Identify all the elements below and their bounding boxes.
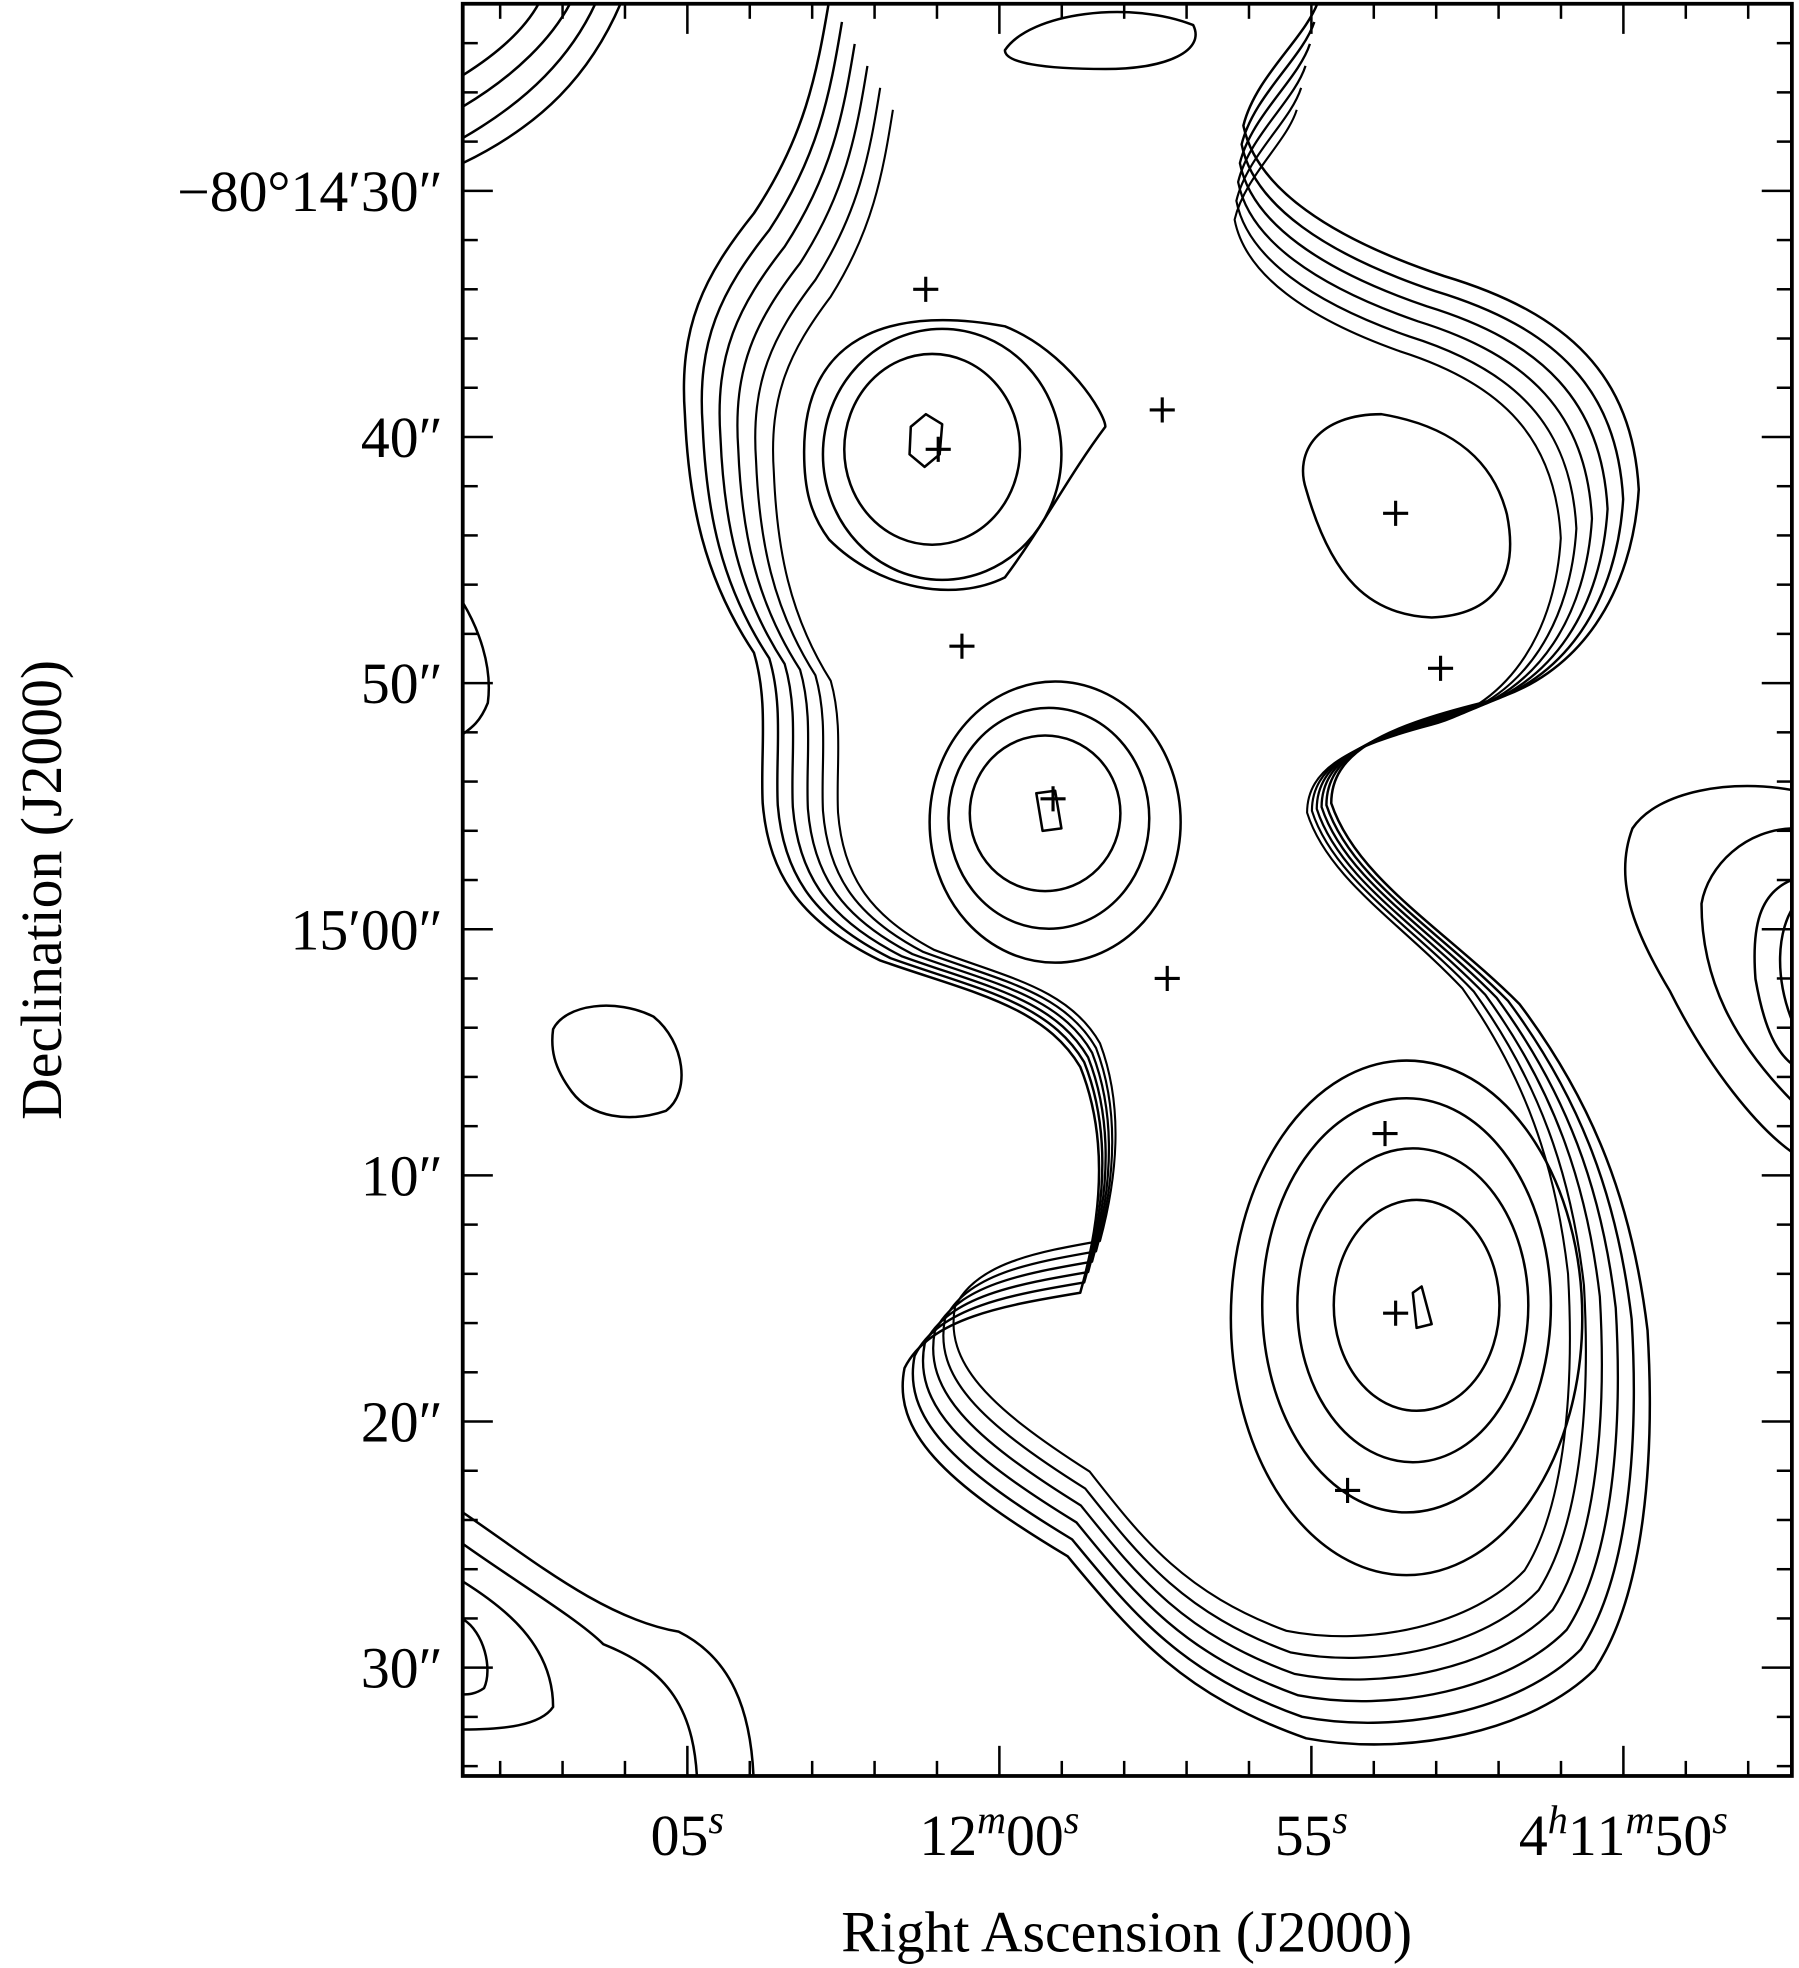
source-marker [1149,397,1175,423]
y-axis-label: Declination (J2000) [11,660,74,1120]
x-tick-label: 4h11m50s [1519,1797,1728,1868]
contour [1003,10,1197,71]
contour [1332,1198,1501,1412]
source-marker [1154,965,1180,992]
contour [947,706,1151,931]
contour [802,318,1107,592]
contour [843,352,1022,546]
source-marker [1335,1477,1361,1503]
contour [551,1004,683,1119]
source-marker [913,276,939,302]
y-tick-label: 30″ [361,1638,443,1701]
y-tick-label: 20″ [361,1392,443,1455]
source-marker [925,436,951,462]
x-axis-label: Right Ascension (J2000) [841,1902,1412,1965]
contour [462,3,622,165]
source-marker [1383,1300,1409,1326]
x-tick-label: 12m00s [919,1797,1079,1868]
y-tick-label: 50″ [361,653,443,716]
contour [1411,1285,1433,1330]
contour [1623,784,1792,1154]
contour [928,680,1182,964]
contour [821,327,1063,582]
y-tick-label: −80°14′30″ [177,161,442,224]
y-tick-label: 10″ [361,1145,443,1208]
contour [462,601,490,736]
x-tick-label: 05s [651,1797,724,1868]
contour [1296,1147,1530,1464]
contour [1035,789,1063,833]
contour [1260,1096,1553,1514]
x-tick-label: 55s [1275,1797,1348,1868]
source-marker [1040,786,1066,812]
contours [462,3,1792,1776]
contour [1700,827,1792,1103]
contour [1229,1059,1584,1577]
y-tick-label: 15′00″ [291,899,443,962]
plot-frame [460,1,1794,1778]
source-marker [1383,500,1409,526]
contour [1301,412,1512,619]
contour [462,1511,755,1776]
source-marker [1372,1120,1398,1147]
y-tick-label: 40″ [361,407,443,470]
source-marker [1428,655,1454,681]
source-marker [949,633,975,659]
contour [968,734,1122,893]
contour-envelope [682,3,1652,1746]
